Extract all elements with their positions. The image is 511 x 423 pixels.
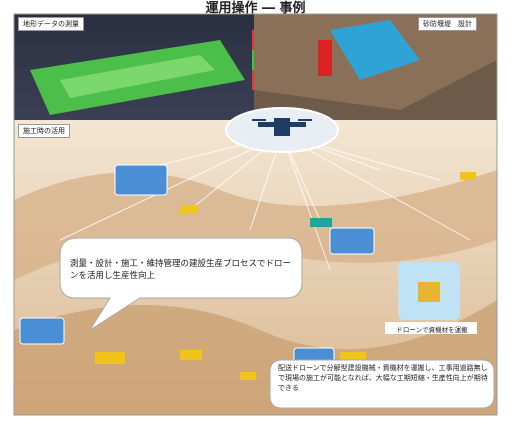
scene-label: 施工時の活用 (18, 124, 70, 138)
speech-bubble (59, 237, 303, 331)
caption-box (385, 322, 477, 334)
excavators (95, 172, 476, 380)
panel-label: 地形データの測量 (18, 17, 84, 31)
title: 運用操作 ― 事例 (205, 1, 306, 16)
frame (13, 13, 498, 416)
signal-lines (59, 134, 471, 271)
main-bubble-text: 測量・設計・施工・維持管理の建設生産プロセスでドローンを活用し生産性向上 (70, 259, 292, 281)
bottom-bubble-text: 配送ドローンで分解型建設機械・資機材を運搬し、工事用道路無しで現場の施工が可能と… (278, 364, 488, 392)
cargo (418, 282, 440, 302)
terrain-map (60, 55, 215, 98)
drone (252, 118, 312, 136)
excavator (310, 218, 332, 227)
drone-caption: ドローンで資機材を運搬 (396, 326, 468, 334)
speech-bubble (269, 359, 495, 409)
slope (14, 170, 497, 280)
panel-label: 砂防堰堤 設計 (418, 17, 477, 31)
dam-model (330, 20, 420, 80)
dam-section (318, 40, 332, 76)
